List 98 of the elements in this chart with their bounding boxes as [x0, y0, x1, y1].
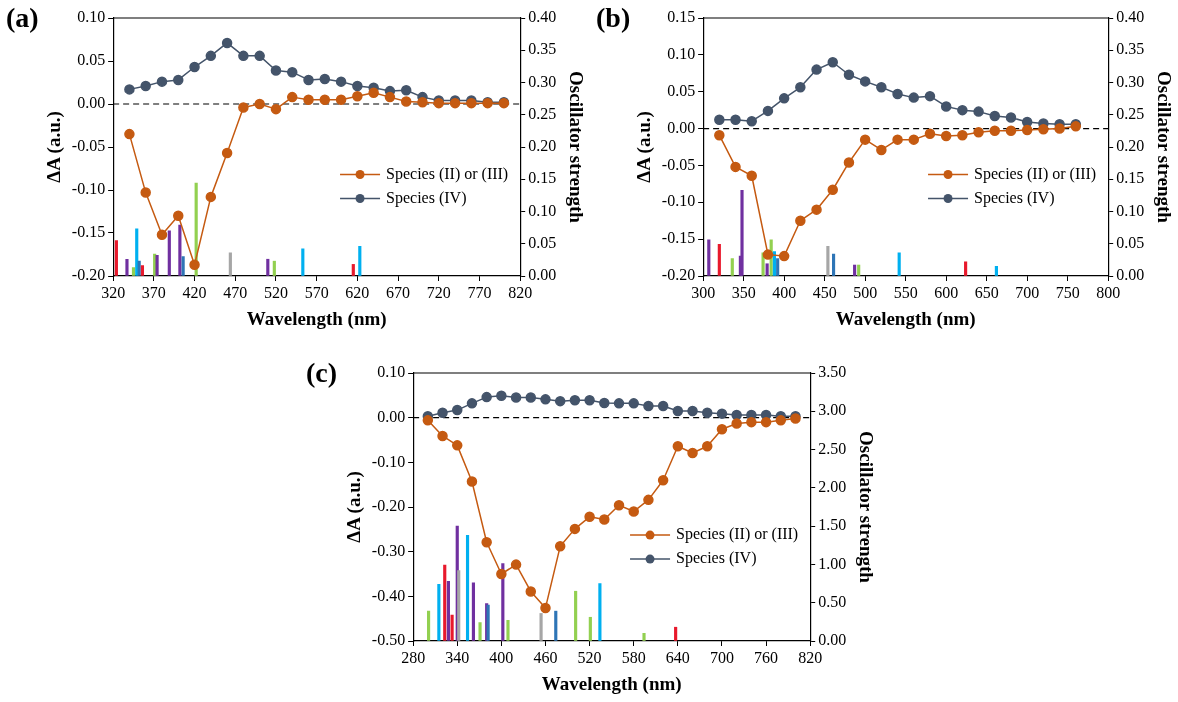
- y2-tick-label: 0.25: [528, 104, 557, 122]
- y2-tick-label: 0.10: [1116, 201, 1145, 219]
- x-tick-label: 500: [853, 283, 878, 301]
- y-tick-label: 0.15: [667, 8, 696, 26]
- y-tick-label: -0.30: [371, 541, 406, 559]
- y-tick-label: -0.10: [371, 452, 406, 470]
- chart-title: (c): [306, 357, 338, 389]
- y-tick-label: -0.05: [661, 155, 696, 173]
- y2-tick-label: 3.50: [818, 363, 847, 381]
- y2-tick-label: 0.20: [528, 137, 557, 155]
- x-tick-label: 280: [401, 648, 426, 666]
- y2-tick-label: 0.50: [818, 592, 847, 610]
- x-tick-label: 820: [508, 283, 533, 301]
- y2-tick-label: 0.30: [528, 72, 557, 90]
- x-tick-label: 600: [934, 283, 959, 301]
- y-tick-label: -0.50: [371, 631, 406, 649]
- x-tick-label: 370: [141, 283, 166, 301]
- legend-label: Species (IV): [386, 188, 467, 207]
- y-tick-label: -0.10: [71, 180, 106, 198]
- x-tick-label: 470: [223, 283, 248, 301]
- x-tick-label: 770: [467, 283, 492, 301]
- legend-label: Species (IV): [676, 549, 757, 568]
- x-axis-title: Wavelength (nm): [541, 672, 682, 695]
- y-tick-label: 0.00: [377, 407, 406, 425]
- y2-axis-title: Oscillator strength: [1153, 71, 1175, 224]
- chart-title: (b): [596, 2, 631, 34]
- y-tick-label: -0.15: [71, 223, 106, 241]
- y-tick-label: -0.10: [661, 192, 696, 210]
- y-axis-title: ΔA (a.u.): [43, 111, 66, 183]
- y2-tick-label: 0.25: [1116, 104, 1145, 122]
- x-tick-label: 670: [386, 283, 411, 301]
- y2-tick-label: 0.10: [528, 201, 557, 219]
- x-tick-label: 450: [812, 283, 837, 301]
- y2-axis-title: Oscillator strength: [565, 71, 587, 224]
- x-tick-label: 300: [691, 283, 716, 301]
- x-tick-label: 750: [1055, 283, 1080, 301]
- y-tick-label: -0.20: [71, 266, 106, 284]
- legend-label: Species (II) or (III): [676, 525, 799, 544]
- x-tick-label: 350: [731, 283, 756, 301]
- y-tick-label: -0.40: [371, 586, 406, 604]
- x-tick-label: 460: [533, 648, 558, 666]
- x-tick-label: 400: [772, 283, 797, 301]
- y-tick-label: -0.20: [371, 497, 406, 515]
- x-axis-title: Wavelength (nm): [246, 307, 387, 330]
- x-tick-label: 520: [263, 283, 288, 301]
- y-tick-label: -0.05: [71, 137, 106, 155]
- y2-tick-label: 0.05: [528, 233, 557, 251]
- y2-tick-label: 0.05: [1116, 233, 1145, 251]
- x-tick-label: 720: [426, 283, 451, 301]
- y2-tick-label: 0.30: [1116, 72, 1145, 90]
- y2-tick-label: 0.15: [1116, 169, 1145, 187]
- y2-axis-title: Oscillator strength: [855, 431, 877, 584]
- x-tick-label: 420: [182, 283, 207, 301]
- y2-tick-label: 0.00: [1116, 266, 1145, 284]
- y-tick-label: -0.20: [661, 266, 696, 284]
- y-tick-label: -0.15: [661, 229, 696, 247]
- y2-tick-label: 1.50: [818, 516, 847, 534]
- x-tick-label: 520: [577, 648, 602, 666]
- y2-tick-label: 2.50: [818, 439, 847, 457]
- x-tick-label: 650: [974, 283, 999, 301]
- x-tick-label: 820: [798, 648, 823, 666]
- x-tick-label: 800: [1096, 283, 1121, 301]
- y2-tick-label: 0.15: [528, 169, 557, 187]
- y-axis-title: ΔA (a.u.): [633, 111, 656, 183]
- x-tick-label: 640: [665, 648, 690, 666]
- x-tick-label: 400: [489, 648, 514, 666]
- y-tick-label: 0.10: [667, 45, 696, 63]
- y-tick-label: 0.05: [77, 51, 106, 69]
- y2-tick-label: 0.35: [528, 40, 557, 58]
- y-tick-label: 0.10: [377, 363, 406, 381]
- y-tick-label: 0.05: [667, 81, 696, 99]
- x-tick-label: 570: [304, 283, 329, 301]
- legend-label: Species (II) or (III): [386, 164, 509, 183]
- y2-tick-label: 0.40: [528, 8, 557, 26]
- legend-label: Species (IV): [974, 188, 1055, 207]
- x-tick-label: 340: [445, 648, 470, 666]
- y-tick-label: 0.00: [77, 94, 106, 112]
- y2-tick-label: 3.00: [818, 401, 847, 419]
- y2-tick-label: 1.00: [818, 554, 847, 572]
- x-tick-label: 620: [345, 283, 370, 301]
- y-tick-label: 0.10: [77, 8, 106, 26]
- y2-tick-label: 0.00: [818, 631, 847, 649]
- y2-tick-label: 0.40: [1116, 8, 1145, 26]
- y2-tick-label: 0.35: [1116, 40, 1145, 58]
- x-tick-label: 550: [893, 283, 918, 301]
- y-axis-title: ΔA (a.u.): [343, 471, 366, 543]
- chart-title: (a): [6, 2, 39, 34]
- y2-tick-label: 2.00: [818, 478, 847, 496]
- legend-label: Species (II) or (III): [974, 164, 1097, 183]
- y-tick-label: 0.00: [667, 118, 696, 136]
- x-tick-label: 760: [754, 648, 779, 666]
- x-tick-label: 700: [709, 648, 734, 666]
- x-axis-title: Wavelength (nm): [835, 307, 976, 330]
- x-tick-label: 580: [621, 648, 646, 666]
- y2-tick-label: 0.00: [528, 266, 557, 284]
- y2-tick-label: 0.20: [1116, 137, 1145, 155]
- x-tick-label: 700: [1015, 283, 1040, 301]
- x-tick-label: 320: [101, 283, 126, 301]
